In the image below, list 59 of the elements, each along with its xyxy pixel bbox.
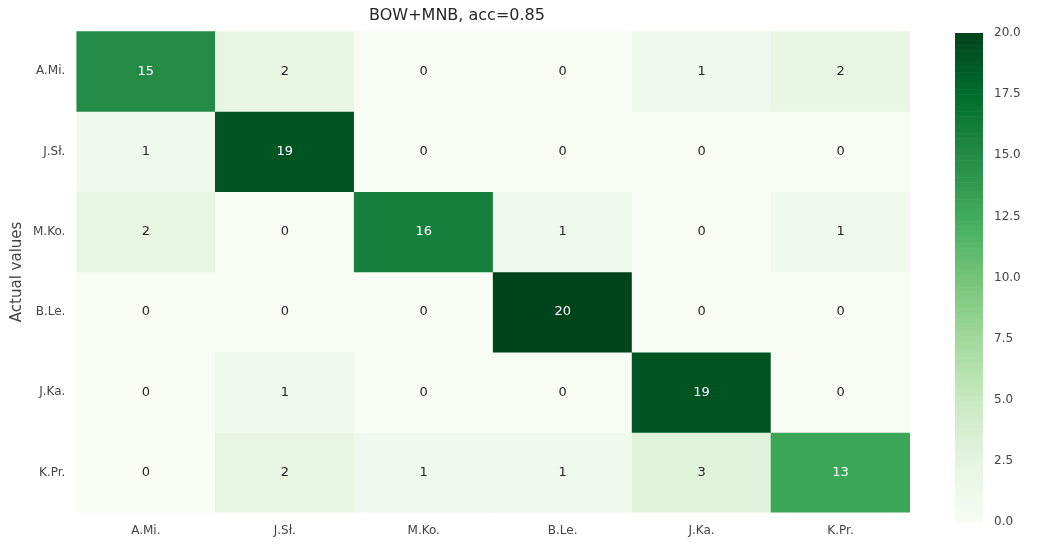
data-label: 1 xyxy=(558,463,567,479)
data-label: 0 xyxy=(697,303,706,319)
data-label: 0 xyxy=(558,142,567,158)
data-label: 0 xyxy=(419,62,428,78)
y-tick-label: K.Pr. xyxy=(39,464,66,479)
data-label: 2 xyxy=(280,62,289,78)
data-label: 2 xyxy=(836,62,845,78)
data-label: 0 xyxy=(697,142,706,158)
x-tick-label: B.Le. xyxy=(547,522,578,537)
data-label: 1 xyxy=(419,463,428,479)
data-label: 1 xyxy=(280,383,289,399)
x-tick-label: K.Pr. xyxy=(827,522,854,537)
data-label: 13 xyxy=(832,463,849,479)
data-label: 15 xyxy=(137,62,155,78)
data-label: 16 xyxy=(415,223,432,239)
y-tick-label: A.Mi. xyxy=(36,63,66,78)
color-bar-label: 5.0 xyxy=(994,391,1014,406)
data-label: 0 xyxy=(419,142,428,158)
data-label: 1 xyxy=(836,223,845,239)
color-bar-label: 7.5 xyxy=(994,330,1014,345)
y-tick-label: J.Ka. xyxy=(38,384,66,399)
y-tick-label: J.Sł. xyxy=(42,143,66,158)
data-label: 2 xyxy=(280,463,289,479)
x-tick-label: J.Ka. xyxy=(687,522,715,537)
y-axis-title: Actual values xyxy=(6,221,25,323)
y-tick-label: B.Le. xyxy=(35,304,66,319)
data-label: 0 xyxy=(419,303,428,319)
data-label: 0 xyxy=(280,223,289,239)
data-label: 0 xyxy=(141,383,150,399)
data-label: 0 xyxy=(836,303,845,319)
data-label: 19 xyxy=(693,383,710,399)
data-label: 1 xyxy=(558,223,567,239)
y-tick-label: M.Ko. xyxy=(32,223,66,238)
data-label: 0 xyxy=(836,383,845,399)
color-bar-label: 15.0 xyxy=(994,147,1021,162)
data-label: 0 xyxy=(141,463,150,479)
data-label: 0 xyxy=(836,142,845,158)
data-label: 0 xyxy=(141,303,150,319)
color-bar-label: 2.5 xyxy=(994,453,1014,467)
data-label: 19 xyxy=(276,142,294,158)
color-bar-label: 17.5 xyxy=(994,86,1021,101)
color-bar-label: 0.0 xyxy=(994,514,1014,529)
data-label: 3 xyxy=(697,463,706,479)
x-tick-label: J.Sł. xyxy=(272,522,296,537)
data-label: 0 xyxy=(558,383,567,399)
x-tick-label: M.Ko. xyxy=(407,522,440,537)
data-label: 1 xyxy=(697,62,706,78)
chart-title: BOW+MNB, acc=0.85 xyxy=(369,4,545,24)
x-tick-label: A.Mi. xyxy=(131,522,161,537)
data-label: 20 xyxy=(554,303,571,319)
data-label: 0 xyxy=(697,223,706,239)
data-label: 2 xyxy=(141,223,150,239)
data-label: 1 xyxy=(141,142,150,158)
color-bar-label: 20.0 xyxy=(994,25,1021,40)
data-label: 0 xyxy=(558,62,567,78)
color-bar-label: 12.5 xyxy=(994,208,1021,223)
data-label: 0 xyxy=(280,303,289,319)
color-bar-label: 10.0 xyxy=(994,269,1021,284)
data-label: 0 xyxy=(419,383,428,399)
